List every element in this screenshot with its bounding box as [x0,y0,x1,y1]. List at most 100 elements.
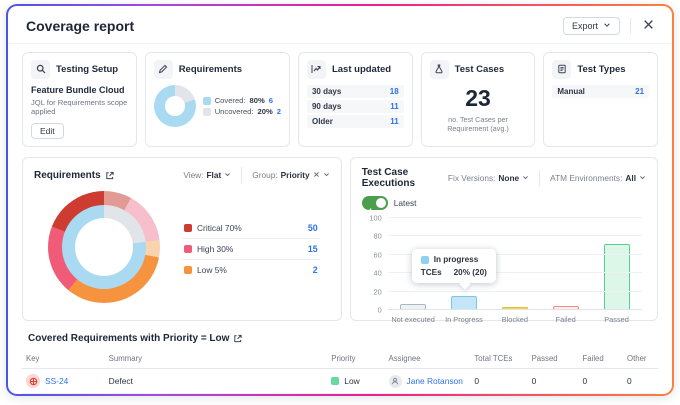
external-link-icon[interactable] [105,171,114,180]
col-priority[interactable]: Priority [327,351,385,369]
fix-versions-dropdown[interactable]: Fix Versions: None [448,173,529,183]
check-icon [366,200,372,218]
col-assignee[interactable]: Assignee [384,351,471,369]
covered-requirements-section: Covered Requirements with Priority = Low… [8,321,672,394]
pencil-icon [158,61,168,79]
view-dropdown[interactable]: View: Flat [183,170,231,180]
testing-setup-description: JQL for Requirements scope applied [31,98,128,116]
page-title: Coverage report [26,17,135,34]
issue-key-link[interactable]: SS-24 [45,376,69,386]
assignee-link[interactable]: Jane Rotanson [406,376,463,386]
col-key[interactable]: Key [22,351,105,369]
x-axis-label: In Progress [445,315,483,324]
col-passed[interactable]: Passed [527,351,579,369]
card-last-updated: Last updated 30 days 18 90 days 11 Older… [297,52,413,147]
chevron-down-icon [323,170,330,180]
table-row: SS-15 My Requirement Low Jane Rotanson 0… [22,393,658,394]
failed-cell: 0 [578,368,623,394]
uncovered-swatch [202,107,211,116]
legend-item-low[interactable]: Low 5% 2 [182,259,320,280]
chevron-down-icon [522,173,529,183]
gridline [387,253,642,255]
edit-button[interactable]: Edit [31,123,64,139]
card-requirements: Requirements Covered: 80% 6 Uncover [144,52,290,147]
x-axis-label: Failed [555,315,576,324]
chevron-down-icon [639,173,646,183]
avatar-icon [388,374,402,388]
col-other[interactable]: Other [623,351,658,369]
dialog-header: Coverage report Export [8,6,672,44]
bar-in-progress[interactable] [450,296,477,310]
passed-cell: 0 [527,368,579,394]
chevron-down-icon [224,170,231,180]
requirements-panel-title: Requirements [34,169,101,181]
y-axis-tick: 100 [369,213,382,223]
card-title: Requirements [178,64,243,75]
requirements-panel: Requirements View: Flat Group: Priority [22,157,342,321]
priority-donut[interactable] [48,191,160,303]
priority-legend: Critical 70% 50 High 30% 15 Low 5% 2 [182,218,320,280]
requirement-type-icon [26,374,40,388]
tooltip-swatch [420,255,429,264]
y-axis-tick: 80 [373,231,382,241]
gridline [387,235,642,237]
card-title: Test Cases [454,64,505,75]
priority-low-swatch [331,377,340,385]
bar-column [540,218,591,310]
x-axis-label: Not executed [391,315,435,324]
col-summary[interactable]: Summary [104,351,328,369]
controls-divider [241,167,243,183]
other-cell: 0 [623,368,658,394]
close-button[interactable] [641,16,656,35]
legend-item-critical[interactable]: Critical 70% 50 [182,218,320,238]
card-test-types: Test Types Manual 21 [543,52,659,147]
card-title: Last updated [331,64,392,75]
tooltip-series-label: TCEs [420,268,442,277]
coverage-mini-donut[interactable] [153,85,196,127]
group-dropdown[interactable]: Group: Priority [252,170,329,180]
gradient-border: Coverage report Export Testing Setup Fea… [6,4,674,396]
export-label: Export [571,20,598,31]
card-title: Testing Setup [56,64,119,75]
y-axis-tick: 60 [373,250,382,260]
close-icon [643,18,654,33]
col-failed[interactable]: Failed [578,351,623,369]
table-header-row: Key Summary Priority Assignee Total TCEs… [22,351,658,369]
legend-item-covered: Covered: 80% 6 [202,96,281,105]
executions-panel-title: Test Case Executions [361,167,416,189]
y-axis-tick: 0 [377,305,382,315]
gridline [387,309,642,310]
latest-toggle[interactable] [361,196,388,213]
other-cell: 0 [623,393,658,394]
summary-cards: Testing Setup Feature Bundle Cloud JQL f… [8,44,672,147]
controls-divider [539,170,541,186]
col-total-tces[interactable]: Total TCEs [470,351,528,369]
bar-column [591,218,642,310]
gridline [387,272,642,274]
tooltip-title: In progress [433,255,479,264]
table-row: SS-24 Defect Low Jane Rotanson 0 0 0 0 [22,368,658,394]
executions-plot: In progress TCEs 20% (20) 0 20 40 60 80 100 [369,214,642,315]
low-swatch [184,266,192,274]
summary-cell: Defect [104,368,328,394]
table-title: Covered Requirements with Priority = Low [28,333,230,344]
atm-environments-dropdown[interactable]: ATM Environments: All [550,173,646,183]
test-cases-count: 23 [465,85,491,111]
executions-xlabels: Not executed In Progress Blocked Failed Pass… [388,310,642,324]
search-icon [36,61,46,79]
card-title: Test Types [577,64,626,75]
latest-toggle-label: Latest [393,198,417,208]
chart-tooltip: In progress TCEs 20% (20) [411,249,496,283]
header-divider [630,17,631,34]
failed-cell: 0 [578,393,623,394]
legend-item-uncovered: Uncovered: 20% 2 [202,107,281,116]
external-link-icon[interactable] [233,334,243,343]
legend-item-high[interactable]: High 30% 15 [182,238,320,259]
export-button[interactable]: Export [562,16,620,35]
clear-group-icon[interactable] [313,170,320,180]
stat-row-30-days: 30 days 18 [306,85,404,98]
critical-swatch [184,224,192,232]
test-cases-caption: no. Test Cases per Requirement (avg.) [447,115,509,133]
stat-row-older: Older 11 [306,115,404,128]
gridline [387,217,642,218]
